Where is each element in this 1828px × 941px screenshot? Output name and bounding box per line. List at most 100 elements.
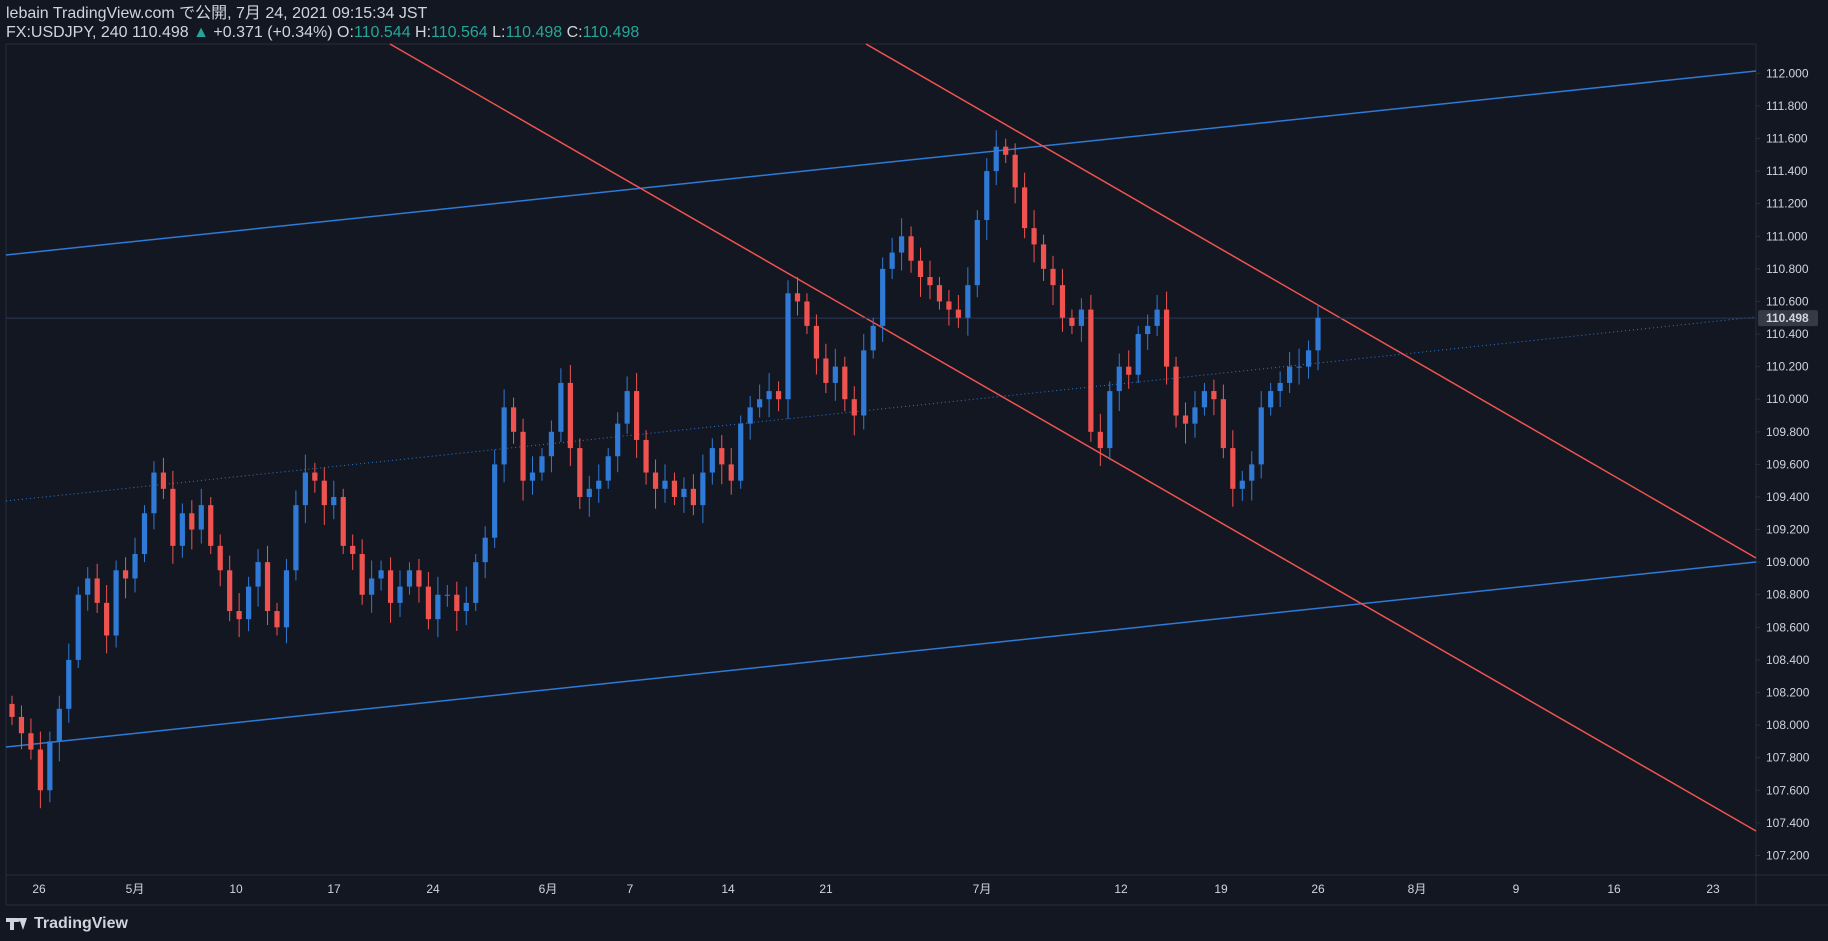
candle-body <box>255 562 261 587</box>
candle-body <box>880 268 886 326</box>
y-tick-label: 111.200 <box>1766 197 1808 211</box>
y-tick-label: 108.400 <box>1766 653 1810 667</box>
candle-body <box>321 480 327 506</box>
candle-body <box>425 586 432 620</box>
x-tick-label: 6月 <box>539 882 558 896</box>
candle-body <box>1182 415 1189 424</box>
candle-body <box>558 382 564 432</box>
open-label: O: <box>337 24 354 41</box>
candle-body <box>454 594 460 612</box>
candle-body <box>681 488 687 497</box>
symbol-price: FX:USDJPY, 240 110.498 <box>6 24 189 41</box>
y-tick-label: 108.600 <box>1766 620 1810 634</box>
candle-body <box>567 382 573 449</box>
candle-body <box>1040 244 1047 269</box>
candle-body <box>1154 309 1160 326</box>
candle-body <box>18 716 25 734</box>
candle-body <box>946 301 952 310</box>
low-value: 110.498 <box>505 24 563 41</box>
candlesticks <box>9 130 1321 809</box>
candle-body <box>1249 464 1255 481</box>
x-tick-label: 9 <box>1513 882 1520 896</box>
y-tick-label: 108.200 <box>1766 686 1810 700</box>
candle-body <box>75 594 81 660</box>
y-tick-label: 107.400 <box>1766 816 1810 830</box>
y-tick-label: 110.800 <box>1766 262 1809 276</box>
y-tick-label: 107.600 <box>1766 783 1810 797</box>
candle-body <box>1145 325 1151 335</box>
candle-body <box>1135 334 1141 375</box>
candle-body <box>350 545 356 555</box>
candle-body <box>397 586 403 603</box>
candle-body <box>804 301 810 326</box>
candle-body <box>482 537 488 563</box>
trend-lines[interactable] <box>5 43 1757 832</box>
candle-body <box>1059 285 1066 318</box>
candle-body <box>236 611 242 620</box>
candle-body <box>785 293 791 400</box>
candle-body <box>965 285 971 318</box>
last-price-label: 110.498 <box>1766 311 1809 325</box>
candle-body <box>56 708 62 742</box>
x-tick-label: 23 <box>1706 882 1720 896</box>
candle-body <box>596 480 602 489</box>
candle-body <box>832 366 838 383</box>
candle-body <box>1201 391 1208 408</box>
candle-body <box>340 496 346 546</box>
candle-body <box>1287 366 1293 383</box>
price-axis[interactable]: 107.200 107.400 107.600 107.800 108.000 108.2… <box>1756 66 1818 862</box>
candle-body <box>709 448 715 473</box>
x-tick-label: 14 <box>721 882 735 896</box>
tradingview-icon <box>6 918 28 930</box>
candle-body <box>529 472 536 481</box>
close-value: 110.498 <box>582 24 640 41</box>
x-tick-label: 12 <box>1114 882 1128 896</box>
y-tick-label: 109.400 <box>1766 490 1810 504</box>
candle-body <box>198 505 204 530</box>
tradingview-logo[interactable]: TradingView <box>6 915 128 933</box>
candle-body <box>9 703 15 717</box>
x-tick-label: 26 <box>32 882 46 896</box>
channel-upper-red-line <box>865 43 1757 559</box>
candle-body <box>823 358 829 383</box>
candle-body <box>889 252 895 269</box>
candle-body <box>898 236 905 253</box>
close-label: C: <box>566 24 583 41</box>
chart-frame <box>5 43 1828 906</box>
candle-body <box>615 423 621 457</box>
publisher-line: lebain TradingView.com で公開, 7月 24, 2021 … <box>6 5 428 22</box>
channel-lower-red-line <box>389 43 1757 832</box>
candle-body <box>189 513 195 530</box>
high-label: H: <box>415 24 432 41</box>
x-tick-label: 7 <box>627 882 634 896</box>
y-tick-label: 111.400 <box>1766 164 1808 178</box>
candle-body <box>634 391 640 440</box>
candle-body <box>132 554 138 579</box>
candle-body <box>1126 366 1132 375</box>
candle-body <box>501 407 507 465</box>
candle-body <box>47 741 53 791</box>
candle-body <box>1012 154 1018 188</box>
candle-body <box>28 733 34 750</box>
price-change: +0.371 (+0.34%) <box>213 24 333 41</box>
candle-body <box>1031 228 1037 245</box>
candle-body <box>283 570 290 628</box>
candle-body <box>775 391 782 400</box>
y-tick-label: 109.600 <box>1766 457 1810 471</box>
candle-body <box>1173 366 1179 416</box>
candle-body <box>794 293 801 302</box>
candle-body <box>1230 448 1236 489</box>
candle-body <box>747 407 753 424</box>
candle-body <box>917 260 924 278</box>
y-tick-label: 107.800 <box>1766 751 1810 765</box>
y-tick-label: 107.200 <box>1766 848 1810 862</box>
y-tick-label: 110.400 <box>1766 327 1809 341</box>
candle-body <box>369 578 375 595</box>
y-tick-label: 110.000 <box>1766 392 1809 406</box>
candle-body <box>293 505 299 571</box>
time-axis[interactable]: 26 5月 10 17 24 6月 7 14 21 7月 12 19 26 8月 9 16 23 <box>32 882 1720 896</box>
y-tick-label: 109.200 <box>1766 523 1810 537</box>
chart-header: lebain TradingView.com で公開, 7月 24, 2021 … <box>6 4 639 42</box>
candle-body <box>520 431 526 481</box>
